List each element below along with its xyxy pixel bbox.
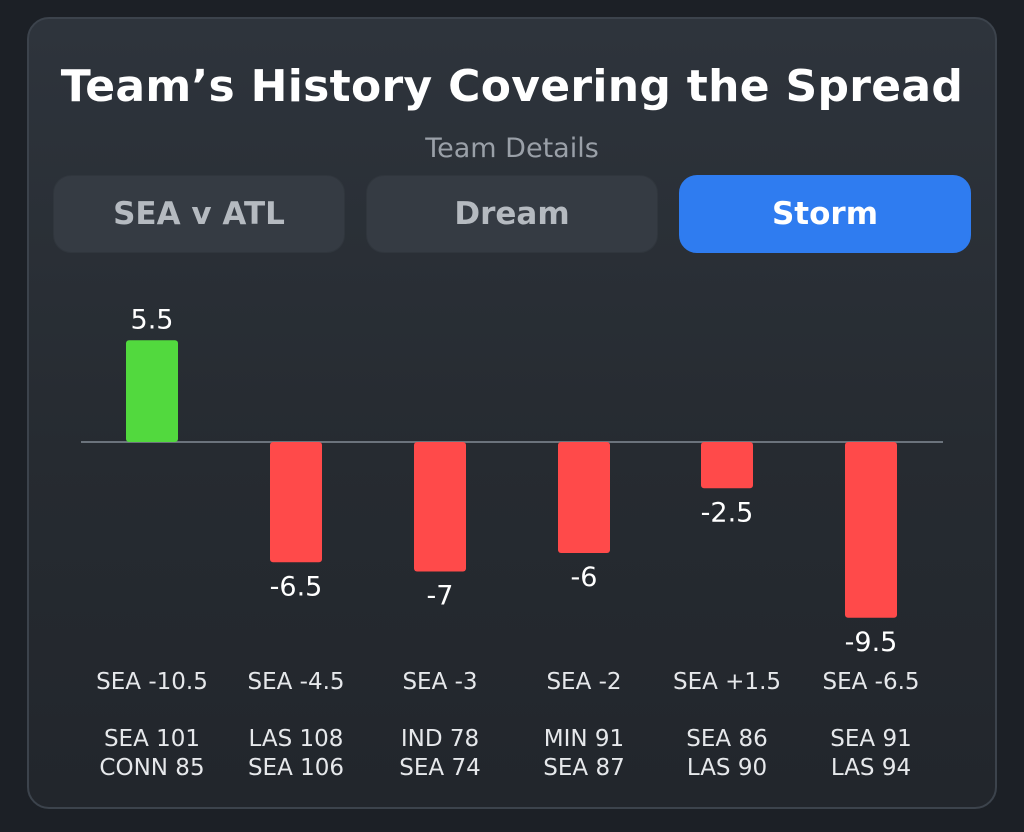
bar-5 (701, 442, 753, 489)
game-score-line: SEA 106 (248, 755, 344, 781)
tab-storm[interactable]: Storm (679, 175, 971, 253)
game-score-line: SEA 74 (399, 755, 480, 781)
game-score-line: SEA 87 (543, 755, 624, 781)
game-score-line: CONN 85 (99, 755, 204, 781)
chart-title: Team’s History Covering the Spread (60, 61, 964, 112)
category-label: SEA -2 (546, 669, 621, 695)
category-label: SEA +1.5 (673, 669, 781, 695)
category-label: SEA -6.5 (822, 669, 919, 695)
tab-dream[interactable]: Dream (366, 175, 658, 253)
game-score-line: LAS 90 (687, 755, 767, 781)
bar-value-label: -7 (427, 581, 454, 612)
bar-value-label: 5.5 (131, 304, 174, 335)
category-label: SEA -10.5 (96, 669, 208, 695)
bar-value-label: -6 (571, 562, 598, 593)
bar-2 (270, 442, 322, 563)
bar-value-label: -6.5 (270, 571, 323, 602)
bar-value-label: -2.5 (701, 497, 754, 528)
bar-3 (414, 442, 466, 572)
category-label: SEA -3 (402, 669, 477, 695)
game-score-line: LAS 108 (249, 726, 344, 752)
category-label: SEA -4.5 (247, 669, 344, 695)
game-score-line: IND 78 (401, 726, 479, 752)
bar-1 (126, 340, 178, 442)
chart-card: Team’s History Covering the Spread Team … (27, 17, 997, 809)
bar-4 (558, 442, 610, 553)
game-score-line: LAS 94 (831, 755, 911, 781)
game-score-line: SEA 86 (686, 726, 767, 752)
game-score-line: SEA 91 (830, 726, 911, 752)
game-score-line: MIN 91 (544, 726, 624, 752)
bar-value-label: -9.5 (845, 627, 898, 658)
game-score-line: SEA 101 (104, 726, 200, 752)
tab-sea-v-atl[interactable]: SEA v ATL (53, 175, 345, 253)
bar-6 (845, 442, 897, 618)
chart-subtitle: Team Details (425, 133, 599, 164)
